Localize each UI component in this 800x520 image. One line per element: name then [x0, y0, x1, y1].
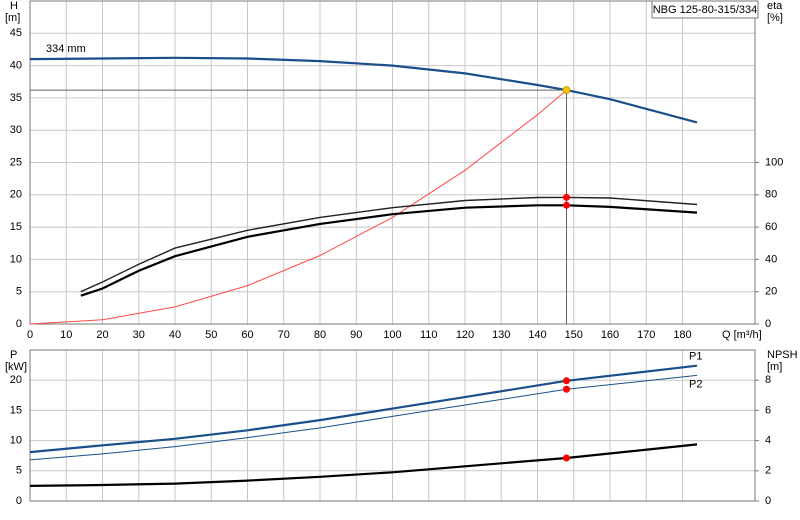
series-label: 334 mm	[46, 43, 86, 55]
x-axis-label: Q [m³/h]	[722, 329, 762, 341]
y-tick-label: 40	[10, 60, 22, 72]
y2-axis-label: eta	[767, 0, 783, 12]
y2-tick-label: 60	[765, 221, 777, 233]
y2-tick-label: 0	[765, 318, 771, 330]
y-axis-label: H	[10, 0, 18, 12]
operating-point	[562, 86, 571, 95]
plot-frame	[29, 0, 756, 325]
x-tick-label: 90	[350, 329, 362, 341]
x-tick-label: 60	[241, 329, 253, 341]
y2-tick-label: 6	[765, 404, 771, 416]
y-tick-label: 0	[16, 495, 22, 507]
y-tick-label: 10	[10, 253, 22, 265]
x-tick-label: 180	[673, 329, 691, 341]
y-tick-label: 0	[16, 318, 22, 330]
y-tick-label: 10	[10, 435, 22, 447]
x-tick-label: 120	[456, 329, 474, 341]
x-tick-label: 80	[314, 329, 326, 341]
y2-tick-label: 80	[765, 189, 777, 201]
y-tick-label: 5	[16, 286, 22, 298]
curve	[29, 364, 698, 454]
y-axis-unit: [m]	[5, 12, 20, 24]
x-tick-label: 40	[169, 329, 181, 341]
y-tick-label: 30	[10, 124, 22, 136]
y2-tick-label: 100	[765, 156, 783, 168]
y-axis-label: P	[10, 349, 17, 361]
x-tick-label: 130	[492, 329, 510, 341]
title-box	[651, 0, 759, 19]
operating-point	[563, 193, 570, 201]
series-label: P1	[689, 351, 702, 363]
y2-tick-label: 20	[765, 286, 777, 298]
x-tick-label: 70	[278, 329, 290, 341]
y-tick-label: 15	[10, 404, 22, 416]
y2-tick-label: 4	[765, 435, 771, 447]
y2-axis-label: NPSH	[767, 349, 798, 361]
chart-title: NBG 125-80-315/334	[653, 4, 758, 16]
x-tick-label: 30	[133, 329, 145, 341]
x-tick-label: 170	[637, 329, 655, 341]
x-tick-label: 10	[60, 329, 72, 341]
y-tick-label: 20	[10, 374, 22, 386]
y2-axis-unit: [m]	[767, 361, 782, 373]
x-tick-label: 150	[565, 329, 583, 341]
y-tick-label: 45	[10, 27, 22, 39]
operating-point	[563, 454, 570, 462]
y2-tick-label: 0	[765, 495, 771, 507]
plot-frame	[29, 349, 756, 502]
curve	[29, 374, 698, 461]
series-label: P2	[689, 378, 702, 390]
y-axis-unit: [kW]	[5, 361, 27, 373]
curve	[80, 204, 698, 297]
x-tick-label: 0	[27, 329, 33, 341]
y-tick-label: 5	[16, 465, 22, 477]
x-tick-label: 160	[601, 329, 619, 341]
y-tick-label: 25	[10, 156, 22, 168]
y2-tick-label: 40	[765, 253, 777, 265]
curve	[29, 56, 698, 124]
y-tick-label: 15	[10, 221, 22, 233]
x-tick-label: 100	[383, 329, 401, 341]
curve	[29, 89, 567, 325]
operating-point	[563, 385, 570, 393]
curve	[29, 443, 698, 487]
curve	[80, 196, 698, 293]
y-tick-label: 35	[10, 92, 22, 104]
x-tick-label: 110	[420, 329, 438, 341]
x-tick-label: 140	[528, 329, 546, 341]
operating-point	[563, 377, 570, 385]
y2-axis-unit: [%]	[767, 12, 783, 24]
y-tick-label: 20	[10, 189, 22, 201]
y2-tick-label: 8	[765, 374, 771, 386]
operating-point	[563, 201, 570, 209]
x-tick-label: 20	[96, 329, 108, 341]
x-tick-label: 50	[205, 329, 217, 341]
y2-tick-label: 2	[765, 465, 771, 477]
